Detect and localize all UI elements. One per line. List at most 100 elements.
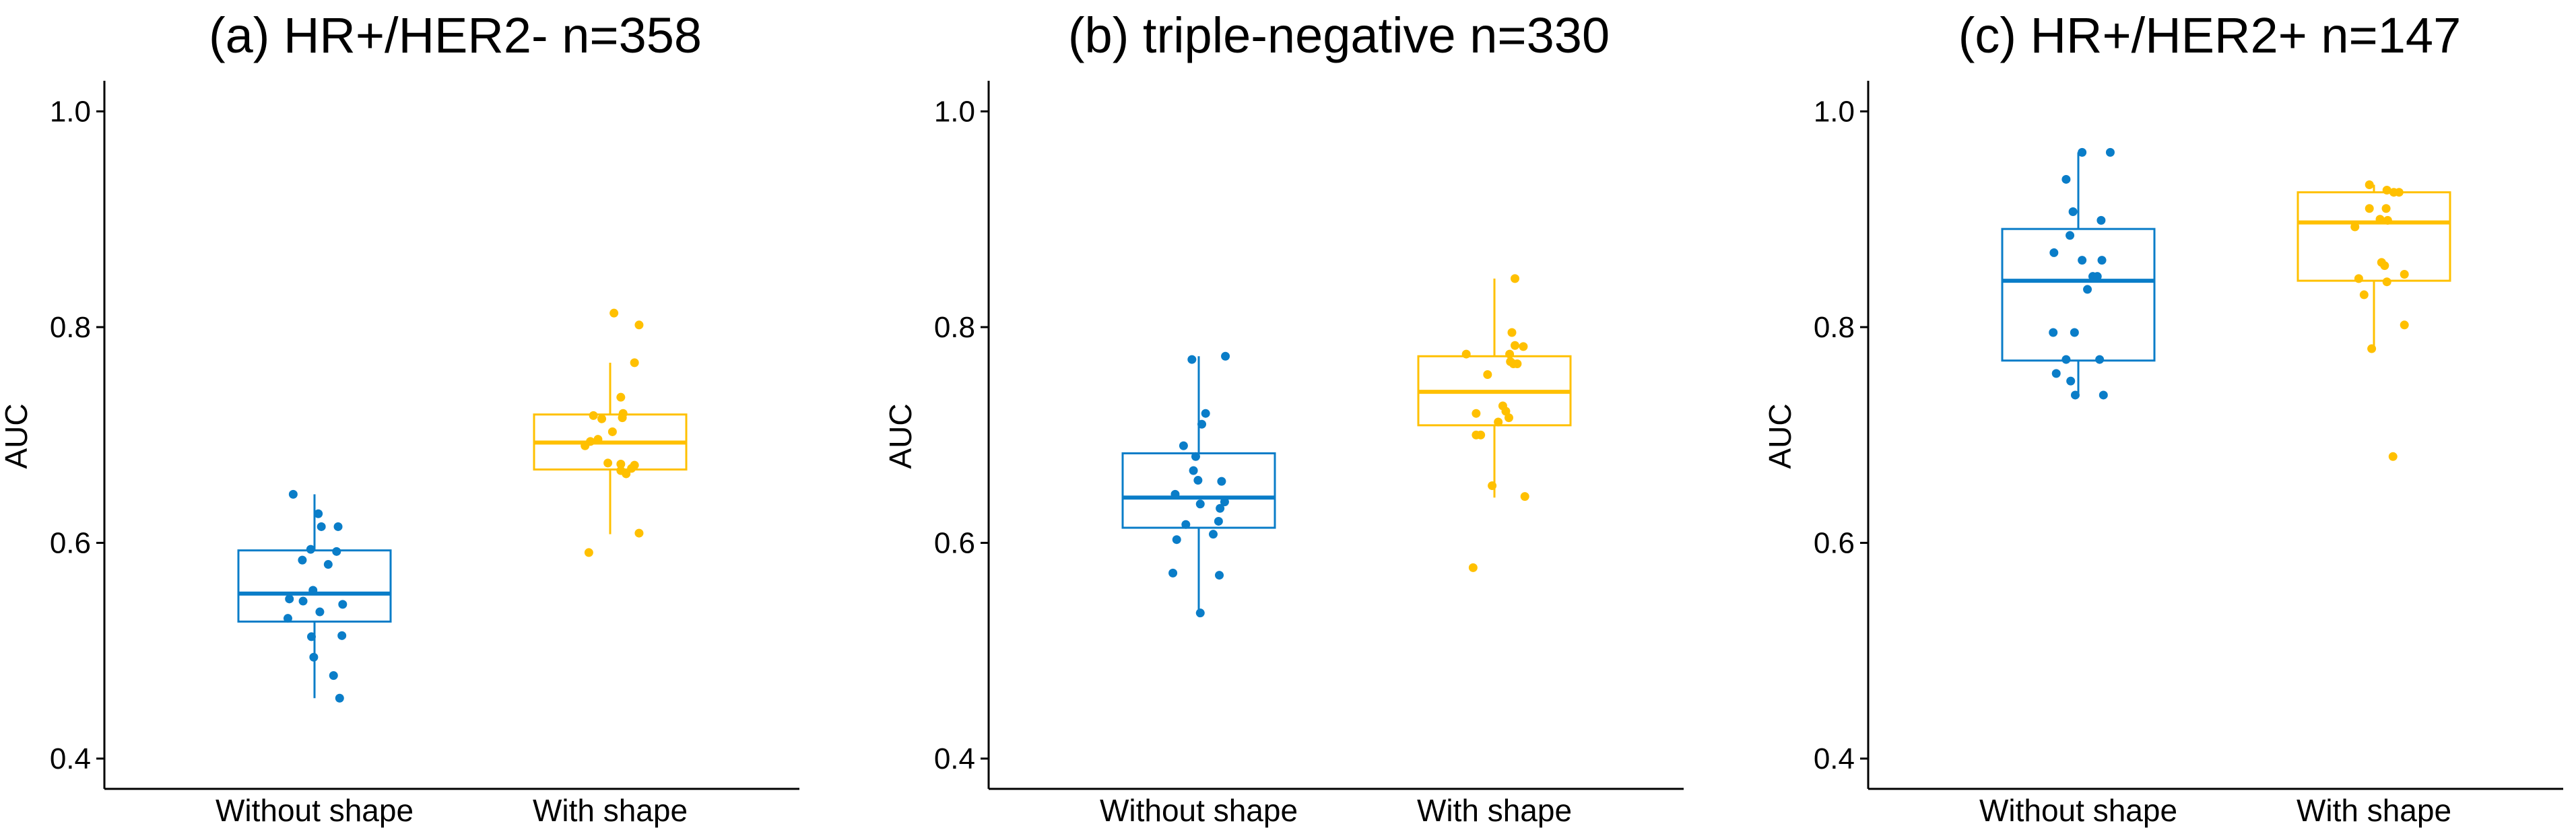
data-point (593, 435, 603, 444)
x-category-label: Without shape (216, 793, 414, 828)
data-point (338, 600, 348, 609)
data-point (1214, 516, 1223, 526)
data-point (1179, 441, 1188, 450)
data-point (634, 320, 644, 330)
box-group-without-shape (237, 489, 392, 703)
data-point (1461, 349, 1471, 359)
data-point (1216, 503, 1225, 513)
panel-title: (a) HR+/HER2- n=358 (209, 7, 702, 63)
data-point (2105, 147, 2115, 157)
iqr-box (237, 549, 392, 623)
data-point (1472, 430, 1481, 440)
data-point (2354, 274, 2363, 283)
data-point (2359, 290, 2369, 300)
data-point (1519, 342, 1528, 351)
data-point (2061, 355, 2071, 364)
data-point (2381, 204, 2391, 213)
data-point (616, 392, 626, 402)
data-point (2049, 248, 2059, 257)
y-tick-label: 0.4 (1814, 742, 1855, 775)
data-point (589, 411, 598, 420)
box-group-without-shape (1121, 351, 1276, 618)
box-group-with-shape (1417, 274, 1572, 572)
data-point (609, 308, 619, 318)
y-tick-label: 0.4 (934, 742, 975, 775)
x-category-label: With shape (1417, 793, 1572, 828)
y-tick-label: 1.0 (934, 96, 975, 129)
data-point (2051, 369, 2061, 378)
data-point (2066, 376, 2076, 386)
data-point (2350, 222, 2360, 232)
data-point (1511, 274, 1520, 283)
x-category-label: Without shape (1979, 793, 2177, 828)
data-point (2380, 261, 2389, 271)
data-point (1505, 349, 1515, 359)
data-point (616, 460, 626, 469)
data-point (2092, 272, 2102, 281)
data-point (1511, 341, 1520, 350)
data-point (1468, 563, 1478, 572)
data-point (1215, 571, 1224, 580)
data-point (603, 458, 613, 468)
data-point (2394, 188, 2404, 197)
data-point (315, 607, 325, 617)
y-tick-label: 1.0 (1814, 96, 1855, 129)
box-group-with-shape (2297, 180, 2451, 461)
data-point (283, 614, 292, 623)
data-point (2095, 355, 2105, 364)
data-point (2083, 285, 2092, 294)
data-point (1170, 489, 1180, 499)
data-point (2365, 180, 2374, 189)
data-point (2383, 215, 2392, 225)
data-point (1220, 497, 1229, 507)
data-point (1221, 351, 1230, 361)
data-point (288, 489, 298, 499)
box-group-without-shape (2001, 147, 2156, 400)
data-point (2096, 215, 2106, 225)
y-tick-label: 0.6 (1814, 527, 1855, 560)
data-point (1504, 413, 1513, 423)
data-point (1191, 452, 1200, 461)
data-point (2400, 320, 2409, 330)
data-point (1201, 409, 1210, 418)
data-point (2097, 256, 2107, 265)
data-point (2070, 390, 2080, 400)
y-tick-label: 0.4 (50, 742, 91, 775)
data-point (332, 547, 341, 556)
data-point (2400, 269, 2409, 279)
data-point (308, 586, 318, 595)
data-point (2078, 147, 2087, 157)
data-point (1217, 477, 1226, 486)
iqr-box (2297, 191, 2451, 282)
x-category-label: With shape (2297, 793, 2451, 828)
data-point (298, 596, 308, 606)
data-point (2078, 256, 2087, 265)
data-point (2061, 174, 2071, 184)
y-axis-title: AUC (1762, 403, 1797, 468)
data-point (314, 509, 323, 518)
data-point (317, 522, 326, 531)
y-tick-label: 0.6 (934, 527, 975, 560)
y-tick-label: 0.8 (50, 311, 91, 344)
data-point (298, 555, 307, 565)
data-point (2388, 452, 2398, 461)
data-point (2068, 207, 2078, 217)
data-point (306, 545, 315, 554)
data-point (2375, 215, 2385, 224)
data-point (1488, 481, 1497, 491)
panel-title: (b) triple-negative n=330 (1068, 7, 1610, 63)
y-axis-title: AUC (0, 403, 34, 468)
y-tick-label: 1.0 (50, 96, 91, 129)
data-point (1483, 370, 1492, 380)
data-point (1513, 359, 1522, 368)
data-point (581, 441, 590, 450)
x-category-label: With shape (533, 793, 688, 828)
data-point (333, 522, 343, 531)
y-axis-title: AUC (883, 403, 918, 468)
data-point (1168, 568, 1178, 578)
data-point (1181, 520, 1191, 529)
data-point (309, 652, 319, 662)
data-point (1472, 409, 1481, 418)
data-point (1520, 492, 1529, 501)
